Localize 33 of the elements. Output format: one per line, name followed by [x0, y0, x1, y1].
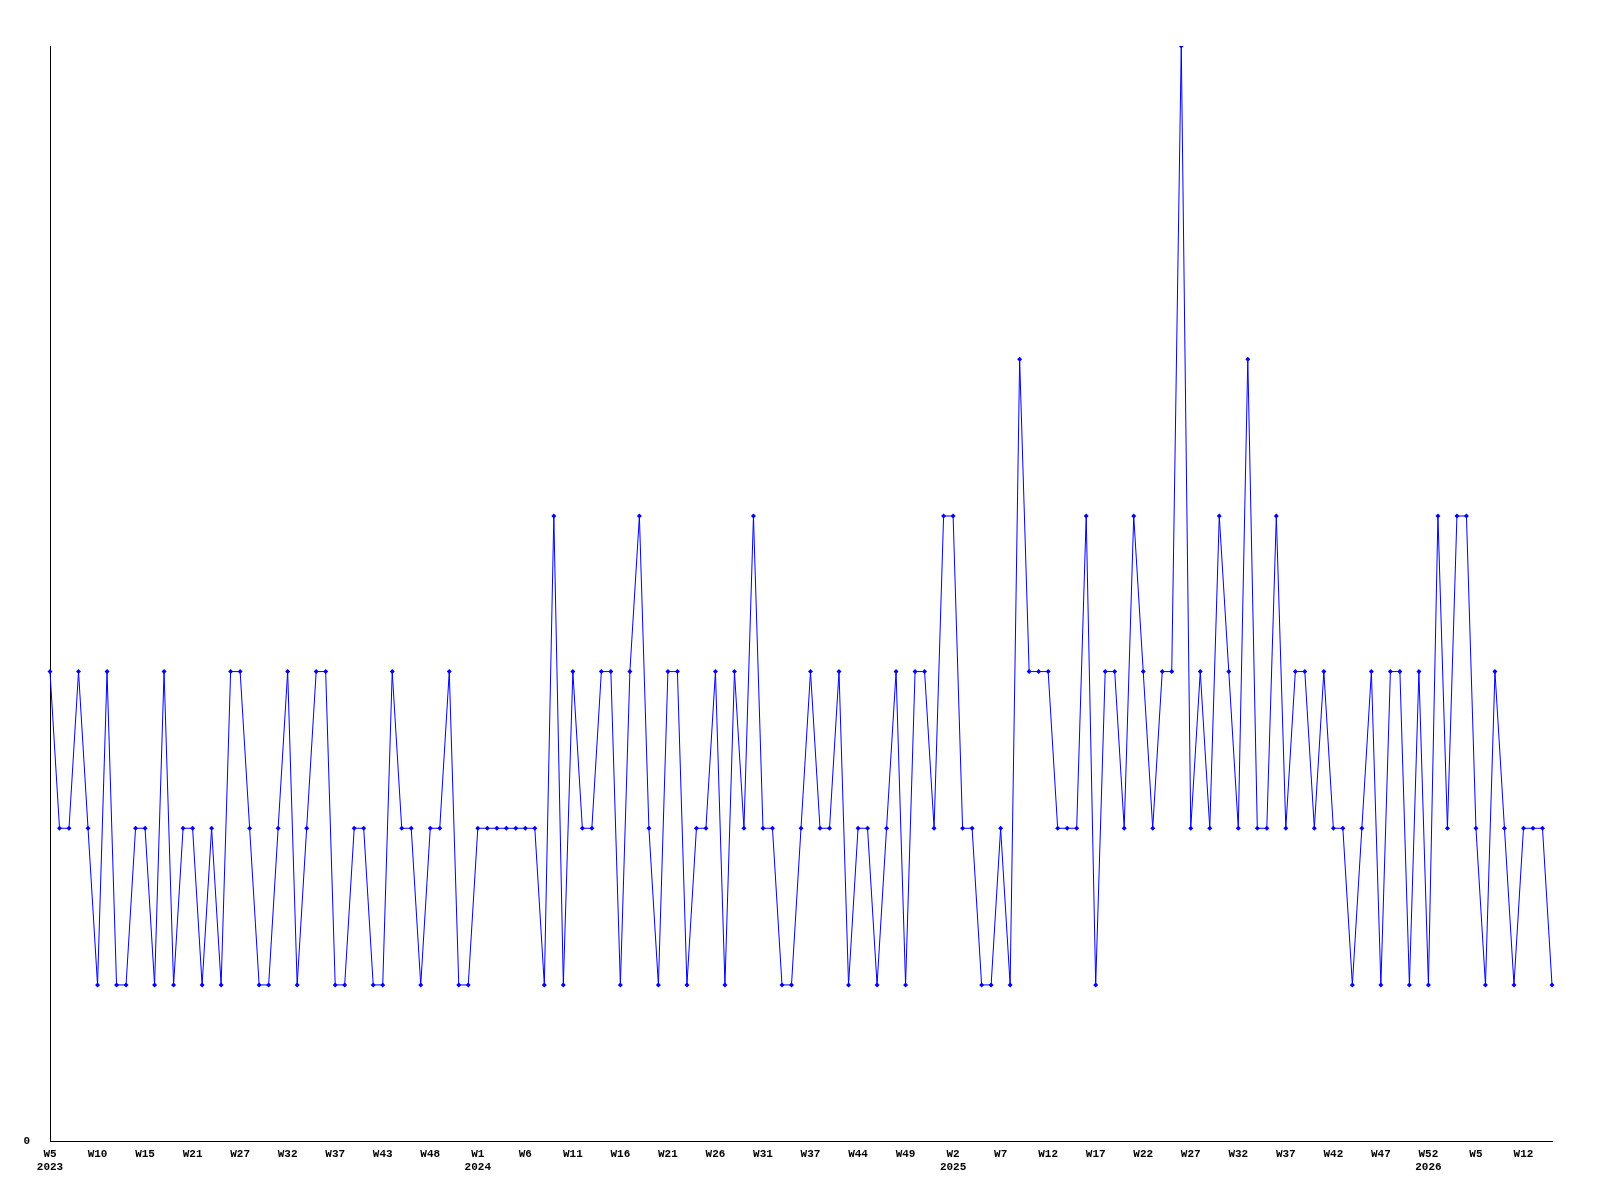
x-tick-label: W37 — [800, 1147, 821, 1160]
x-tick-label: W42 — [1323, 1147, 1344, 1160]
x-tick-label: W15 — [135, 1147, 156, 1160]
x-tick-label: W16 — [610, 1147, 631, 1160]
x-tick-label: W21 — [658, 1147, 679, 1160]
x-tick-label: W17 — [1085, 1147, 1106, 1160]
x-tick-label: W12 — [1513, 1147, 1534, 1160]
x-tick-label: W37 — [325, 1147, 346, 1160]
x-tick-label: W5 — [1469, 1147, 1483, 1160]
x-tick-label: W48 — [420, 1147, 441, 1160]
x-tick-label: W32 — [277, 1147, 298, 1160]
x-tick-label: W27 — [230, 1147, 251, 1160]
x-tick-label: W22 — [1133, 1147, 1154, 1160]
x-tick-label: W47 — [1370, 1147, 1391, 1160]
x-tick-label: W7 — [994, 1147, 1008, 1160]
x-tick-label: W21 — [182, 1147, 203, 1160]
x-tick-label: W32 — [1228, 1147, 1249, 1160]
x-tick-label: W49 — [895, 1147, 916, 1160]
x-tick-label: W44 — [848, 1147, 869, 1160]
x-tick-label: W12 — [1038, 1147, 1059, 1160]
x-tick-label: W11 — [562, 1147, 584, 1160]
x-tick-label: W26 — [705, 1147, 726, 1160]
x-tick-label: W2 2025 — [939, 1147, 967, 1174]
x-tick-label: W6 — [518, 1147, 532, 1160]
x-tick-label: W43 — [372, 1147, 394, 1160]
x-tick-label: W31 — [753, 1147, 774, 1160]
x-tick-label: W1 2024 — [464, 1147, 492, 1174]
x-tick-label: W27 — [1180, 1147, 1201, 1160]
x-tick-label: W37 — [1275, 1147, 1296, 1160]
text: 0 — [23, 1135, 30, 1148]
x-tick-label: W52 2026 — [1415, 1147, 1442, 1174]
x-tick-label: W10 — [87, 1147, 108, 1160]
x-tick-label: W5 2023 — [36, 1147, 64, 1174]
